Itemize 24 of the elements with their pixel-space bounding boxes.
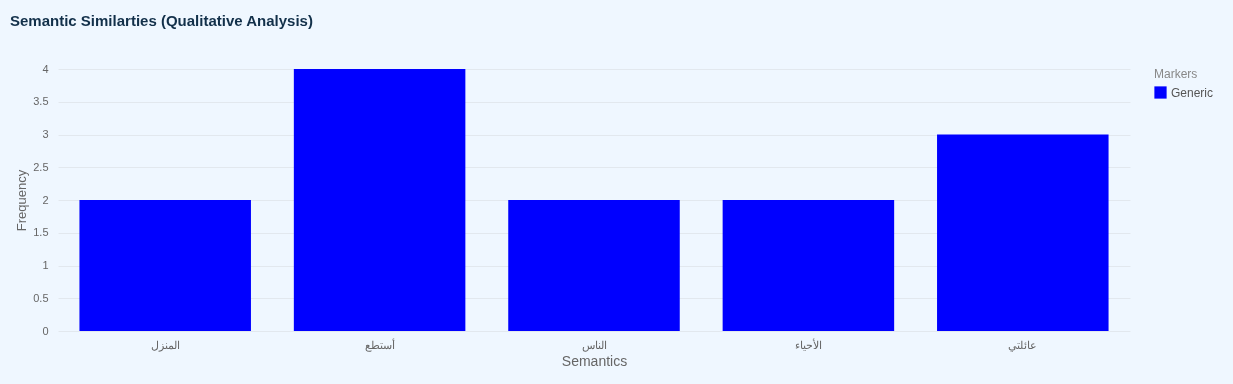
- chart-title: Semantic Similarties (Qualitative Analysis): [10, 12, 313, 29]
- y-tick-label: 1: [42, 259, 49, 271]
- y-tick-label: 3: [42, 128, 49, 140]
- legend-label: Generic: [1171, 85, 1214, 100]
- bar: [293, 69, 466, 331]
- x-tick-label: عائلتي: [1008, 338, 1038, 352]
- x-tick-label: الناس: [581, 338, 607, 352]
- y-tick-label: 0.5: [33, 291, 49, 304]
- y-tick-label: 2: [42, 193, 49, 206]
- x-tick-label: الأحياء: [794, 337, 822, 351]
- bar: [79, 200, 251, 331]
- legend-title: Markers: [1154, 67, 1198, 81]
- bar: [508, 200, 680, 331]
- x-tick-label: المنزل: [150, 338, 180, 352]
- bar: [937, 134, 1109, 331]
- y-tick-label: 0: [42, 324, 49, 337]
- bar: [722, 200, 895, 331]
- x-axis-title: Semantics: [561, 352, 628, 369]
- x-tick-label: أستطع: [364, 337, 395, 352]
- y-tick-label: 2.5: [33, 160, 49, 173]
- y-tick-label: 4: [42, 62, 49, 75]
- y-tick-label: 1.5: [33, 226, 49, 239]
- y-axis-title: Frequency: [14, 169, 30, 232]
- y-tick-label: 3.5: [33, 95, 49, 108]
